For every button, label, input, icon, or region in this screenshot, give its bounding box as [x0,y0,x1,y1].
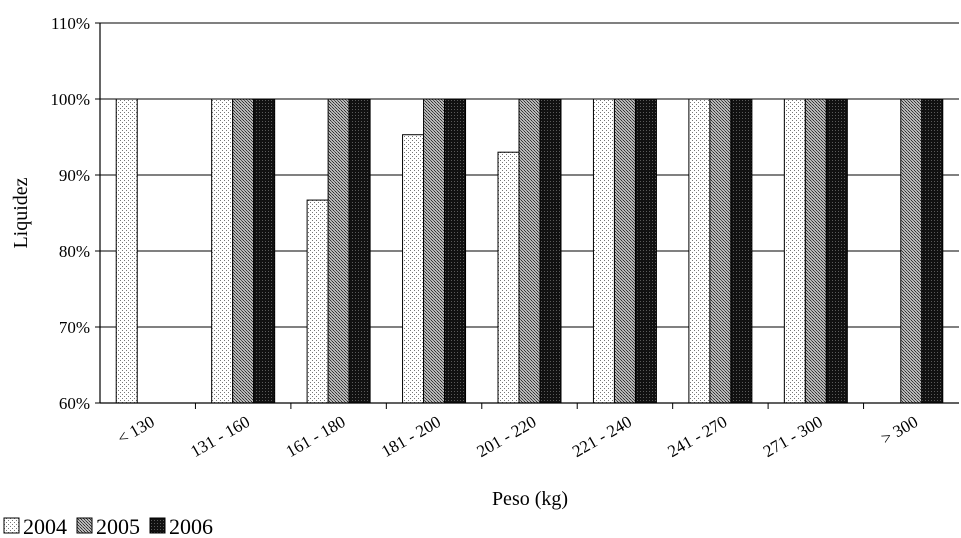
bar-2006-2 [348,98,371,404]
bar-2005-4 [518,98,541,404]
bar-2006-6 [730,98,753,404]
bar-2005-2 [327,98,350,404]
bar-2004-1 [211,98,234,404]
bar-2005-8 [900,98,923,404]
x-tick-label: 181 - 200 [378,412,444,461]
legend-swatch-2004 [3,517,20,534]
x-tick-label: < 130 [114,412,158,448]
legend-swatch-2005 [76,517,93,534]
x-tick-label: 201 - 220 [474,412,540,461]
bar-2005-3 [423,98,446,404]
bar-2005-6 [709,98,732,404]
bar-2004-6 [688,98,711,404]
legend-swatch-2006 [149,517,166,534]
bar-2004-0 [115,98,138,404]
y-tick-label: 60% [59,394,90,413]
bar-2004-3 [402,134,425,404]
legend: 2004 2005 2006 [3,514,213,538]
bar-2006-3 [444,98,467,404]
y-tick-labels: 60% 70% 80% 90% 100% 110% [50,14,90,413]
y-tick-label: 80% [59,242,90,261]
bar-2004-2 [306,199,329,404]
x-tick-label: 161 - 180 [283,412,349,461]
x-tick-label: 221 - 240 [569,412,635,461]
x-tick-label: 131 - 160 [187,412,253,461]
bar-2006-5 [634,98,657,404]
x-tick-labels: < 130 131 - 160 161 - 180 181 - 200 201 - 22… [114,412,921,461]
axes [95,22,959,409]
y-tick-label: 110% [51,14,90,33]
x-axis-title: Peso (kg) [492,488,568,510]
x-tick-label: 271 - 300 [760,412,826,461]
bar-2005-7 [804,98,827,404]
legend-label-2006: 2006 [169,514,213,538]
bar-2005-5 [613,98,636,404]
bar-2006-7 [825,98,848,404]
y-tick-label: 100% [50,90,90,109]
x-tick-label: 241 - 270 [664,412,730,461]
legend-label-2004: 2004 [23,514,67,538]
bars [115,98,944,404]
legend-label-2005: 2005 [96,514,140,538]
bar-2004-5 [592,98,615,404]
y-tick-label: 90% [59,166,90,185]
y-tick-label: 70% [59,318,90,337]
bar-2004-7 [783,98,806,404]
bar-2005-1 [232,98,255,404]
x-tick-label: > 300 [878,412,922,448]
bar-2006-1 [253,98,276,404]
bar-2006-8 [921,98,944,404]
bar-2006-4 [539,98,562,404]
bar-2004-4 [497,151,520,404]
y-axis-title: Liquidez [10,177,32,248]
